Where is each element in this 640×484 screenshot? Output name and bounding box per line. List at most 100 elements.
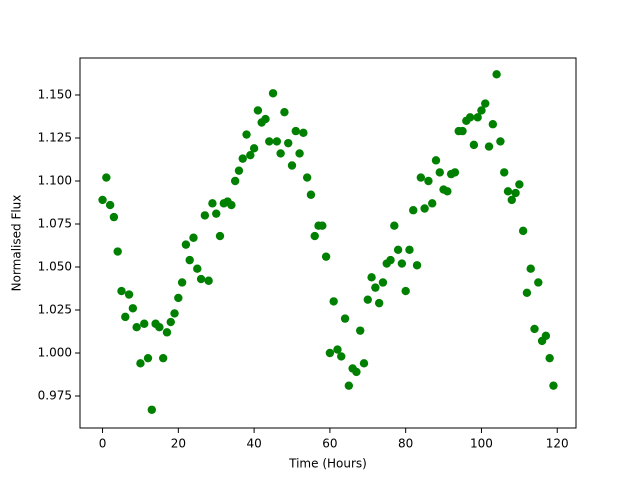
point [166,317,175,327]
point [458,126,467,136]
point [507,195,516,205]
point [109,212,119,222]
x-tick-label: 80 [398,437,413,451]
point [189,233,198,242]
y-tick-label: 1.125 [38,130,72,144]
point [230,176,240,186]
point [522,288,532,297]
point [367,273,376,282]
point [484,142,494,151]
point [268,89,278,98]
y-tick-label: 1.050 [38,259,72,273]
point [503,187,513,196]
y-tick-label: 1.000 [38,346,72,360]
point [158,353,168,363]
point [473,113,482,122]
point [140,319,149,328]
y-tick-label: 1.025 [38,302,72,316]
point [534,278,543,287]
point [284,138,293,148]
point [386,255,395,265]
point [431,156,441,165]
point [397,259,407,268]
point [261,114,270,124]
x-tick-label: 120 [546,437,569,451]
point [401,286,410,296]
point [526,264,535,273]
point [371,283,380,292]
point [306,190,316,199]
x-tick-label: 40 [246,437,261,451]
point [352,367,361,377]
point [435,168,444,177]
point [412,261,422,270]
point [363,295,372,304]
point [242,130,251,139]
point [545,353,554,363]
point [102,173,111,182]
point [374,298,384,308]
x-axis-label: Time (Hours) [288,457,367,471]
point [193,264,202,273]
y-tick-label: 1.075 [38,216,72,230]
point [200,211,210,220]
point [170,309,179,318]
point [359,359,369,368]
point [499,168,509,177]
point [428,199,437,208]
y-tick-label: 1.150 [38,87,72,101]
point [488,120,498,129]
point [272,137,282,146]
point [212,209,221,218]
point [177,278,187,287]
point [280,107,289,117]
y-tick-label: 0.975 [38,389,72,403]
point [227,200,236,210]
point [409,206,418,215]
point [238,154,247,163]
point [196,274,206,284]
point [276,149,285,158]
point [344,381,354,390]
point [530,324,539,334]
point [496,137,505,146]
point [253,106,263,115]
point [204,276,213,285]
point [416,173,426,182]
point [477,106,486,115]
x-tick-label: 100 [470,437,493,451]
point [121,312,130,322]
point [105,200,115,210]
point [291,126,300,136]
y-tick-label: 1.100 [38,173,72,187]
point [518,226,528,236]
point [302,173,312,182]
point [390,221,399,230]
point [405,245,414,254]
point [337,352,346,361]
point [329,297,338,306]
point [143,353,153,363]
point [511,188,520,198]
point [155,323,164,332]
point [215,231,225,241]
point [181,240,191,249]
point [128,304,138,313]
point [295,149,304,158]
point [549,381,558,390]
point [299,128,308,138]
point [208,199,217,208]
point [113,247,122,256]
point [378,278,388,287]
point [340,314,350,323]
point [515,180,524,189]
point [117,286,126,296]
point [356,326,365,335]
point [162,328,172,337]
x-tick-label: 0 [99,437,107,451]
x-tick-label: 60 [322,437,337,451]
point [541,331,551,341]
point [287,161,297,170]
